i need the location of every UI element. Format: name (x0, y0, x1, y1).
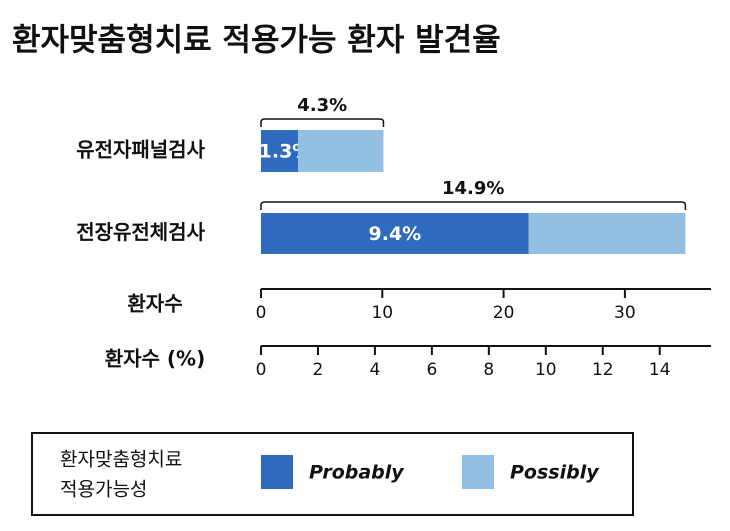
axis-label: 환자수 (%) (105, 347, 205, 371)
x-tick-label: 4 (370, 360, 381, 380)
bar-segment (261, 130, 299, 172)
total-bracket (260, 201, 687, 210)
category-label: 전장유전체검사 (76, 220, 205, 244)
legend-label: Possibly (510, 462, 600, 484)
bar-segment (298, 130, 384, 172)
legend-box (31, 432, 634, 516)
x-tick-label: 12 (592, 360, 614, 380)
x-tick-label: 0 (256, 360, 267, 380)
chart-title: 환자맞춤형치료 적용가능 환자 발견율 (12, 23, 501, 59)
x-tick-label: 10 (535, 360, 557, 380)
total-label: 14.9% (442, 178, 504, 199)
x-tick-label: 2 (313, 360, 324, 380)
x-tick-label: 10 (371, 303, 393, 323)
legend-label: Probably (309, 462, 405, 484)
bar-segment (261, 213, 529, 254)
x-tick-label: 0 (256, 303, 267, 323)
total-label: 4.3% (297, 95, 347, 116)
category-label: 유전자패널검사 (76, 138, 205, 162)
total-bracket (260, 118, 385, 127)
legend-swatch (261, 455, 293, 489)
value-label: 9.4% (369, 223, 422, 245)
bar-segment (528, 213, 686, 254)
legend-swatch (462, 455, 494, 489)
x-tick-label: 30 (614, 303, 636, 323)
x-tick-label: 6 (426, 360, 437, 380)
x-tick-label: 14 (649, 360, 671, 380)
axis-label: 환자수 (127, 292, 182, 316)
legend-title: 적용가능성 (60, 479, 147, 501)
legend-title: 환자맞춤형치료 (60, 449, 182, 471)
x-tick-label: 20 (493, 303, 515, 323)
x-tick-label: 8 (483, 360, 494, 380)
